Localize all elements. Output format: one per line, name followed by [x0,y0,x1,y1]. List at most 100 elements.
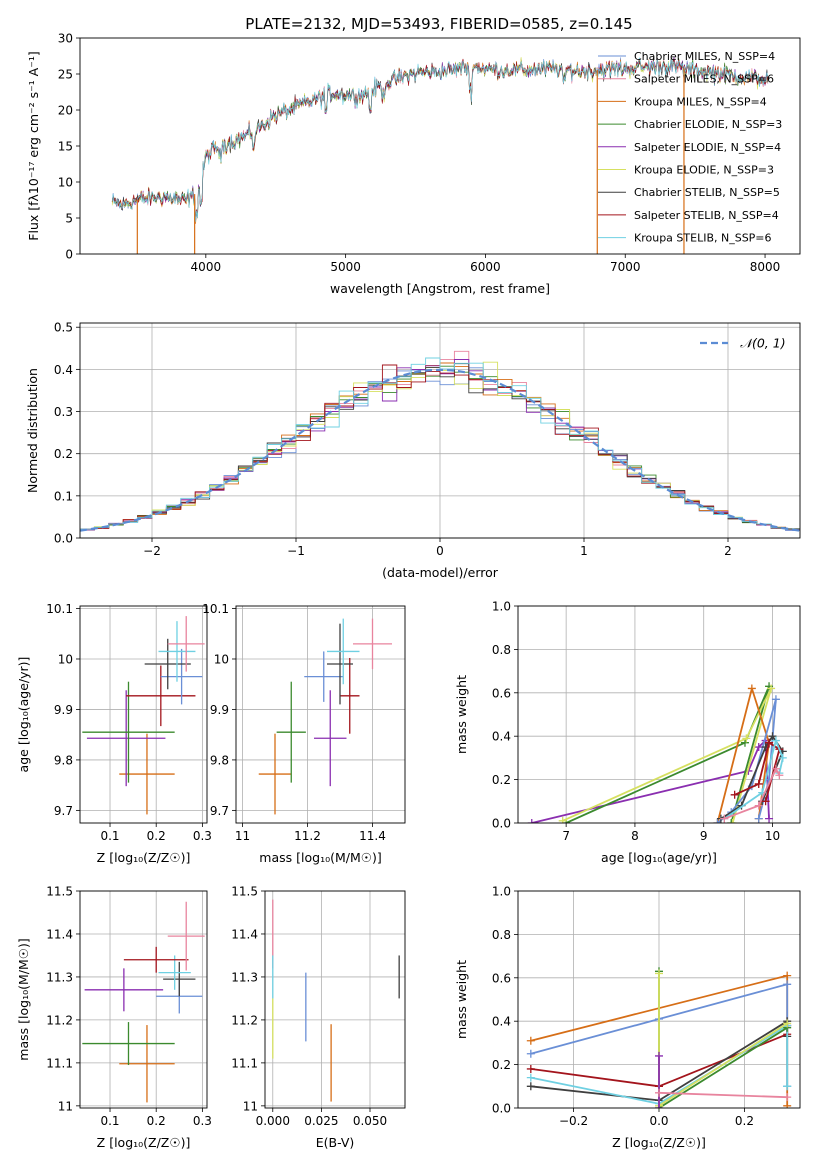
x-tick-label: 7000 [610,260,641,274]
x-tick-label: 8 [631,829,639,843]
y-tick-label: 11.4 [231,927,258,941]
y-tick-label: 9.7 [210,804,229,818]
x-axis-label: Z [log₁₀(Z/Z☉)] [97,1135,191,1150]
x-tick-label: 4000 [191,260,222,274]
weight-marker [778,753,787,762]
x-tick-label: 0.2 [147,1114,166,1128]
y-tick-label: 11.1 [46,1056,73,1070]
y-tick-label: 0.3 [54,405,73,419]
x-tick-label: 11 [235,829,250,843]
x-tick-label: 1 [580,544,588,558]
weight-marker [783,1019,792,1028]
weight-marker [771,764,780,773]
weight-line [658,1091,788,1099]
plot-area [272,899,400,1102]
x-axis-label: (data-model)/error [382,565,499,580]
y-tick-label: 11.2 [231,1013,258,1027]
axes-frame [264,890,406,1109]
axes-frame [79,37,801,255]
panel-age-vs-mass: 11 11.2 11.4 9.7 9.8 9.9 10 10.1 mass [log₁₀(M/M… [202,602,406,865]
weight-marker [765,814,774,823]
y-axis-label: mass weight [454,675,469,754]
x-tick-label: 11.4 [359,829,386,843]
y-tick-label: 0.1 [54,489,73,503]
y-axis-label: age [log₁₀(age/yr)] [16,657,31,773]
y-tick-label: 11.5 [46,885,73,899]
y-tick-label: 11.2 [46,1013,73,1027]
legend-label: Salpeter MILES, N_SSP=6 [634,73,774,86]
plot-area [527,682,787,823]
x-tick-label: 0.2 [735,1114,754,1128]
weight-marker [655,1104,663,1108]
grid-lines [265,890,405,1108]
panel-mass-vs-ebv: 0.000 0.025 0.050 11 11.1 11.2 11.3 11.4 11.5 E(B… [231,885,406,1150]
y-tick-label: 0.5 [54,321,73,335]
legend-label: 𝒩(0, 1) [740,336,786,351]
x-tick-label: 6000 [470,260,501,274]
panel-weight-vs-age: 7 8 9 10 0.0 0.2 0.4 0.6 0.8 1.0 age [log₁₀(age/yr… [454,600,801,865]
plot-area [526,967,792,1108]
weight-marker [783,971,792,980]
x-tick-label: 10 [765,829,780,843]
panel-spectrum: 4000 5000 6000 7000 8000 0 5 10 15 20 25 30 waveleng… [26,32,801,296]
x-tick-label: −2 [143,544,161,558]
x-tick-label: 0.3 [193,829,212,843]
weight-marker [754,743,763,752]
x-axis-label: age [log₁₀(age/yr)] [601,850,717,865]
weight-marker [728,819,737,823]
x-tick-label: 0.1 [100,1114,119,1128]
y-tick-label: 25 [58,68,73,82]
y-tick-label: 0 [65,248,73,262]
y-tick-label: 30 [58,32,73,46]
weight-marker [783,1101,792,1108]
plot-area [111,56,769,254]
spectrum-line [111,57,769,222]
weight-marker [747,684,756,693]
axes-frame [79,890,208,1109]
weight-marker [742,734,751,743]
x-tick-label: 0.0 [649,1114,668,1128]
x-axis-label: Z [log₁₀(Z/Z☉)] [97,850,191,865]
weight-marker [655,1088,663,1097]
x-tick-label: 0.000 [256,1114,290,1128]
y-tick-label: 0.0 [492,817,511,831]
x-tick-label: 9 [700,829,708,843]
x-axis-label: wavelength [Angstrom, rest frame] [330,281,550,296]
weight-marker [730,790,739,799]
plot-area [82,616,205,815]
x-axis-label: E(B-V) [316,1135,355,1150]
weight-marker [783,1093,792,1102]
grid-lines [236,606,405,823]
weight-marker [768,732,777,741]
y-tick-label: 10 [58,176,73,190]
weight-marker [771,695,780,704]
y-tick-label: 10 [214,652,229,666]
x-tick-label: −0.2 [559,1114,588,1128]
y-tick-label: 10.1 [202,602,229,616]
y-tick-label: 0.0 [492,1102,511,1116]
weight-marker [526,1036,535,1045]
y-tick-label: 0.0 [54,532,73,546]
y-axis-label: Flux [fλ10⁻¹⁷ erg cm⁻² s⁻¹ A⁻¹] [26,51,41,240]
x-tick-label: −1 [287,544,305,558]
plot-area [80,350,800,532]
y-tick-label: 0.6 [492,971,511,985]
legend-label: Salpeter ELODIE, N_SSP=4 [634,141,781,154]
panel-age-vs-Z: 0.1 0.2 0.3 9.7 9.8 9.9 10 10.1 Z [log₁₀(Z/Z☉)] a… [16,602,212,865]
panel-residuals: −2 −1 0 1 2 0.0 0.1 0.2 0.3 0.4 0.5 (data-model)/er… [25,321,801,580]
axes-frame [79,322,801,539]
y-tick-label: 11.4 [46,927,73,941]
weight-line [562,687,772,823]
y-tick-label: 10.1 [46,602,73,616]
x-axis-label: mass [log₁₀(M/M☉)] [259,850,381,865]
legend-label: Kroupa ELODIE, N_SSP=3 [634,164,774,177]
y-tick-label: 9.8 [210,753,229,767]
x-tick-label: 0.050 [353,1114,387,1128]
x-tick-label: 0.2 [147,829,166,843]
weight-marker [526,1049,535,1058]
y-tick-label: 9.7 [54,804,73,818]
y-tick-label: 0.4 [492,730,511,744]
plot-area [258,618,392,815]
y-tick-label: 11.5 [231,885,258,899]
